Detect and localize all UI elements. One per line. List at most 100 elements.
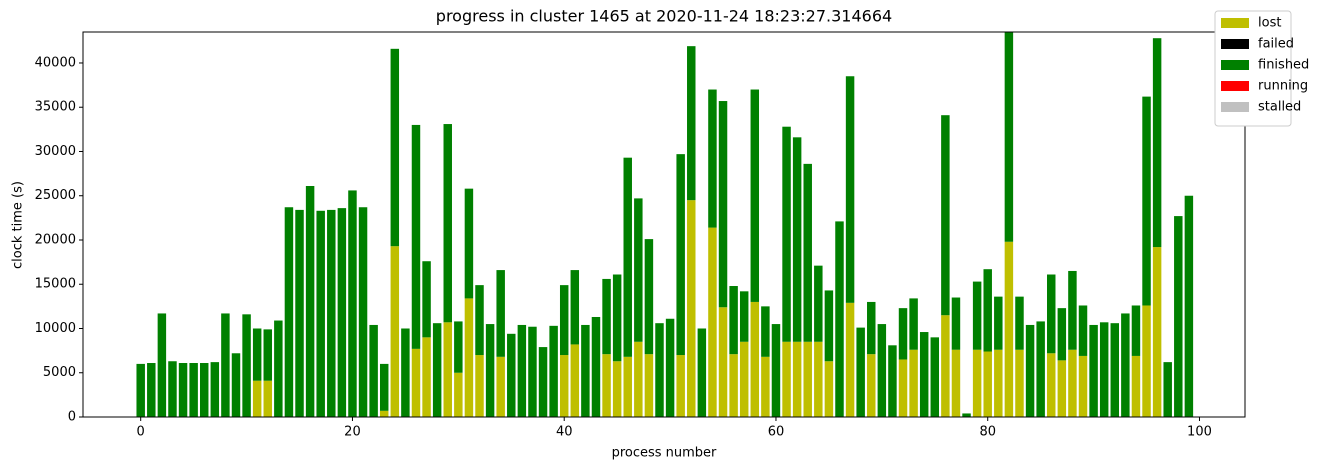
bar-segment (1163, 362, 1172, 417)
bar-segment (655, 323, 664, 417)
bar-segment (1047, 274, 1056, 354)
bar-segment (1142, 96, 1151, 306)
bar-segment (1025, 324, 1035, 417)
y-tick-label: 40000 (35, 55, 76, 70)
bar-segment (305, 186, 315, 417)
bar-segment (147, 363, 156, 417)
bar-segment (612, 361, 622, 417)
bar-segment (496, 270, 505, 357)
bar-segment (909, 349, 918, 417)
bar-segment (972, 281, 982, 350)
bar-segment (623, 157, 632, 357)
bar-segment (581, 324, 590, 417)
bar-segment (369, 324, 378, 417)
bar-segment (835, 221, 844, 417)
bar-segment (379, 363, 389, 411)
y-tick-label: 5000 (43, 365, 76, 380)
x-axis-label: process number (612, 446, 717, 461)
y-tick-label: 30000 (35, 144, 76, 159)
legend-label: finished (1258, 58, 1309, 73)
bar-segment (771, 324, 781, 417)
bar-segment (877, 324, 887, 417)
bar-segment (909, 298, 918, 350)
bar-segment (1068, 349, 1077, 417)
bar-segment (454, 372, 463, 417)
x-tick-label: 80 (979, 425, 996, 440)
bar-segment (739, 291, 749, 342)
bar-segment (687, 46, 696, 201)
bar-segment (422, 261, 431, 338)
bar-segment (867, 301, 876, 355)
bar-segment (210, 362, 220, 417)
bar-segment (1057, 308, 1067, 361)
bar-segment (803, 341, 812, 417)
bar-segment (1078, 305, 1088, 356)
bar-segment (644, 239, 654, 355)
x-tick-label: 100 (1187, 425, 1212, 440)
bar-segment (401, 328, 410, 417)
chart-title: progress in cluster 1465 at 2020-11-24 1… (436, 7, 892, 26)
bar-segment (888, 345, 897, 417)
bar-segment (1152, 247, 1162, 417)
x-tick-label: 40 (556, 425, 573, 440)
bar-segment (983, 269, 992, 352)
bar-segment (761, 356, 770, 417)
bar-segment (1004, 241, 1014, 417)
bar-segment (1015, 296, 1024, 350)
bar-segment (528, 326, 537, 417)
bar-segment (168, 361, 177, 417)
bar-segment (1121, 313, 1130, 417)
bar-segment (199, 363, 209, 417)
y-tick-label: 25000 (35, 188, 76, 203)
bar-segment (422, 337, 431, 417)
bar-segment (549, 325, 558, 417)
legend-label: running (1258, 79, 1308, 94)
legend-label: failed (1258, 37, 1294, 52)
y-tick-label: 15000 (35, 277, 76, 292)
bar-segment (464, 298, 474, 417)
bar-segment (898, 308, 908, 360)
x-tick-label: 60 (768, 425, 785, 440)
bar-segment (1184, 195, 1194, 417)
bar-segment (729, 286, 738, 355)
bar-segment (983, 351, 992, 417)
bar-segment (1036, 321, 1045, 417)
bar-segment (411, 348, 421, 417)
bar-segment (718, 101, 728, 308)
bar-segment (570, 344, 580, 417)
bar-segment (856, 327, 865, 417)
legend-swatch (1221, 102, 1249, 112)
bar-segment (464, 188, 474, 299)
bar-segment (570, 270, 580, 345)
bar-segment (665, 318, 675, 417)
bar-segment (252, 380, 262, 417)
bar-segment (994, 296, 1003, 350)
bar-segment (941, 315, 950, 417)
bar-segment (739, 341, 749, 417)
bar-segment (316, 210, 325, 417)
bar-segment (814, 265, 823, 342)
bar-segment (390, 246, 400, 417)
bar-segment (559, 355, 569, 417)
legend-swatch (1221, 81, 1249, 91)
bar-segment (634, 198, 643, 342)
bar-segment (443, 322, 452, 417)
bar-segment (1131, 355, 1141, 417)
x-tick-label: 20 (344, 425, 361, 440)
bar-segment (517, 324, 527, 417)
bar-segment (676, 355, 685, 417)
bar-segment (496, 356, 505, 417)
bar-segment (750, 301, 760, 417)
bar-segment (962, 413, 971, 417)
bar-segment (612, 274, 622, 362)
bar-segment (951, 349, 961, 417)
bar-segment (898, 359, 908, 417)
bar-segment (295, 209, 304, 417)
bar-segment (644, 354, 654, 417)
bar-segment (602, 278, 611, 355)
bar-segment (951, 297, 961, 350)
bar-segment (623, 356, 632, 417)
bar-segment (475, 285, 484, 356)
bar-segment (454, 321, 463, 373)
